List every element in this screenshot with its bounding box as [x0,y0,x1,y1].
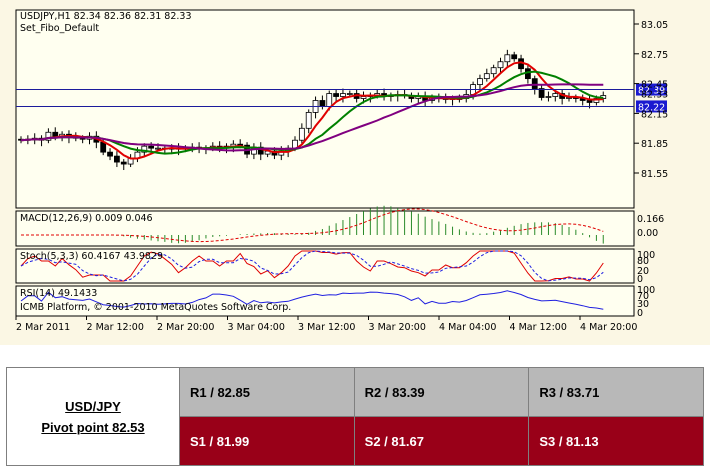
candle-body [107,151,113,157]
r1-cell: R1 / 82.85 [179,367,355,417]
candle-body [346,93,353,95]
copyright-text: ICMB Platform, © 2001-2010 MetaQuotes So… [20,302,291,313]
candle-body [483,73,490,80]
candle-body [257,146,264,155]
stoch-lines [20,250,604,282]
time-tick-label: 2 Mar 12:00 [87,322,144,333]
r3-cell: R3 / 83.71 [528,367,704,417]
main-price-panel [15,9,635,209]
candle-body [114,155,120,163]
symbol-name: USD/JPY [65,398,121,414]
candle-body [538,88,545,98]
moving-average-line [20,61,604,160]
level-badge-label: 82.39 [638,86,665,97]
moving-average-line [20,70,604,155]
time-tick-label: 4 Mar 12:00 [510,322,567,333]
price-tick-label: 83.05 [641,20,668,31]
candle-body [305,112,312,129]
price-tick-label: 82.75 [641,50,668,61]
indicator-label: Set_Fibo_Default [20,23,99,34]
time-tick-label: 2 Mar 20:00 [157,322,214,333]
rsi-panel [15,285,635,317]
candle-body [298,127,305,141]
price-tick-label: 82.45 [641,80,668,91]
candle-body [497,61,504,69]
time-tick-label: 3 Mar 12:00 [298,322,355,333]
macd-tick-zero: 0.00 [637,228,658,239]
candle-body [490,67,497,75]
stoch-label: Stoch(5,3,3) 60.4167 43.9829 [20,251,163,262]
chart-frame: 82.39 82.22 82.33 USDJPY,H1 82.34 82.36 82… [0,0,710,345]
candle-body [148,145,155,149]
symbol-cell: USD/JPY Pivot point 82.53 [6,367,180,466]
macd-histogram [21,205,604,244]
candle-body [52,131,59,137]
macd-tick-top: 0.166 [637,214,664,225]
level-badge [636,83,667,96]
candle-body [155,147,161,150]
candle-body [360,96,367,99]
candle-body [504,54,511,63]
candle-body [545,96,552,98]
time-tick-label: 3 Mar 20:00 [369,322,426,333]
pivot-point: Pivot point 82.53 [41,419,145,435]
candle-body [552,93,559,97]
candle-body [333,93,340,97]
rsi-line [20,290,604,310]
symbol-header: USDJPY,H1 82.34 82.36 82.31 82.33 [20,11,192,22]
candle-body [120,161,127,165]
time-tick-label: 3 Mar 04:00 [228,322,285,333]
price-tick-label: 81.85 [641,139,668,150]
macd-label: MACD(12,26,9) 0.009 0.046 [20,213,153,224]
candle-body [326,93,333,107]
pivot-table: USD/JPY Pivot point 82.53 R1 / 82.85 R2 … [6,367,704,466]
r2-cell: R2 / 83.39 [353,367,530,417]
stoch-tick-0: 0 [637,274,643,285]
stoch-d-line [20,250,604,282]
rsi-tick-100: 100 [637,285,655,296]
candle-body [141,145,148,153]
candle-body [45,131,52,141]
rsi-tick-70: 70 [637,291,649,302]
stoch-tick-20: 20 [637,266,649,277]
rsi-tick-0: 0 [637,308,643,319]
rsi-label: RSI(14) 49.1433 [20,288,97,299]
time-tick-label: 4 Mar 04:00 [439,322,496,333]
s1-cell: S1 / 81.99 [179,416,355,466]
candle-body [477,78,483,85]
price-tick-label: 81.55 [641,169,668,180]
support-row: S1 / 81.99 S2 / 81.67 S3 / 81.13 [7,416,704,466]
candle-body [531,78,538,89]
s2-cell: S2 / 81.67 [353,416,530,466]
stoch-tick-80: 80 [637,256,649,267]
candle-body [319,100,326,107]
time-axis-ticks: 2 Mar 2011 2 Mar 12:00 2 Mar 20:00 3 Mar 04… [15,316,637,333]
price-tick-label: 82.15 [641,109,668,120]
level-badge-label: 82.22 [638,102,665,113]
candle-body [340,93,346,97]
time-tick-label: 2 Mar 2011 [16,322,70,333]
candle-body [511,54,518,60]
s3-cell: S3 / 81.13 [528,416,704,466]
resistance-row: USD/JPY Pivot point 82.53 R1 / 82.85 R2 … [6,367,704,466]
candle-body [100,141,107,153]
time-tick-label: 4 Mar 20:00 [580,322,637,333]
candle-body [586,100,593,103]
macd-signal-line [21,208,604,243]
price-axis-ticks: 83.05 82.75 82.45 82.15 81.85 81.55 [634,20,668,180]
rsi-tick-30: 30 [637,299,649,310]
level-badge [636,100,667,113]
current-price-label: 82.33 [641,90,668,101]
stoch-tick-100: 100 [637,250,655,261]
rsi-indicator-line [20,290,604,310]
